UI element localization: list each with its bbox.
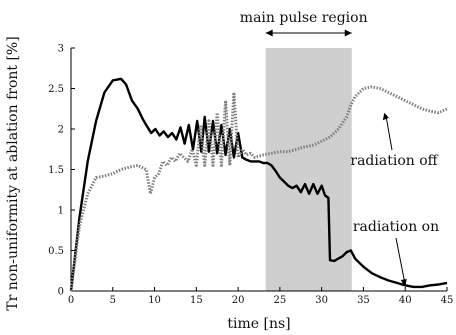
annotation-radiation-on: radiation on bbox=[353, 219, 439, 235]
annotation-arrow-line bbox=[395, 237, 405, 281]
x-tick-label: 5 bbox=[110, 295, 116, 306]
y-tick-label: 1 bbox=[58, 206, 64, 217]
x-tick-label: 45 bbox=[441, 295, 454, 306]
x-tick-label: 20 bbox=[232, 295, 245, 306]
x-tick-label: 15 bbox=[190, 295, 203, 306]
y-tick-label: 0.5 bbox=[48, 246, 64, 257]
y-tick-label: 0 bbox=[58, 287, 64, 298]
x-tick-label: 30 bbox=[315, 295, 328, 306]
y-tick-label: 3 bbox=[58, 44, 64, 55]
annotation-radiation-off: radiation off bbox=[350, 153, 438, 169]
x-tick-label: 0 bbox=[68, 295, 74, 306]
annotation-arrow-line bbox=[385, 117, 393, 151]
series-line-radiation-on bbox=[69, 77, 448, 292]
annotation-arrowhead bbox=[400, 278, 407, 287]
region-arrowhead-right bbox=[344, 29, 352, 37]
x-tick-label: 35 bbox=[357, 295, 370, 306]
region-arrowhead-left bbox=[265, 29, 273, 37]
annotation-arrowhead bbox=[382, 112, 389, 121]
series-line-radiation-off bbox=[69, 85, 448, 292]
x-tick-label: 40 bbox=[399, 295, 412, 306]
x-tick-label: 25 bbox=[274, 295, 287, 306]
shaded-region bbox=[265, 48, 352, 291]
y-tick-label: 2 bbox=[58, 125, 64, 136]
x-tick-label: 10 bbox=[148, 295, 161, 306]
y-tick-label: 1.5 bbox=[48, 165, 64, 176]
y-axis-label: Tr non-uniformity at ablation front [%] bbox=[5, 36, 21, 310]
y-tick-label: 2.5 bbox=[48, 84, 64, 95]
x-axis-label: time [ns] bbox=[227, 316, 290, 332]
region-label: main pulse region bbox=[240, 10, 368, 26]
